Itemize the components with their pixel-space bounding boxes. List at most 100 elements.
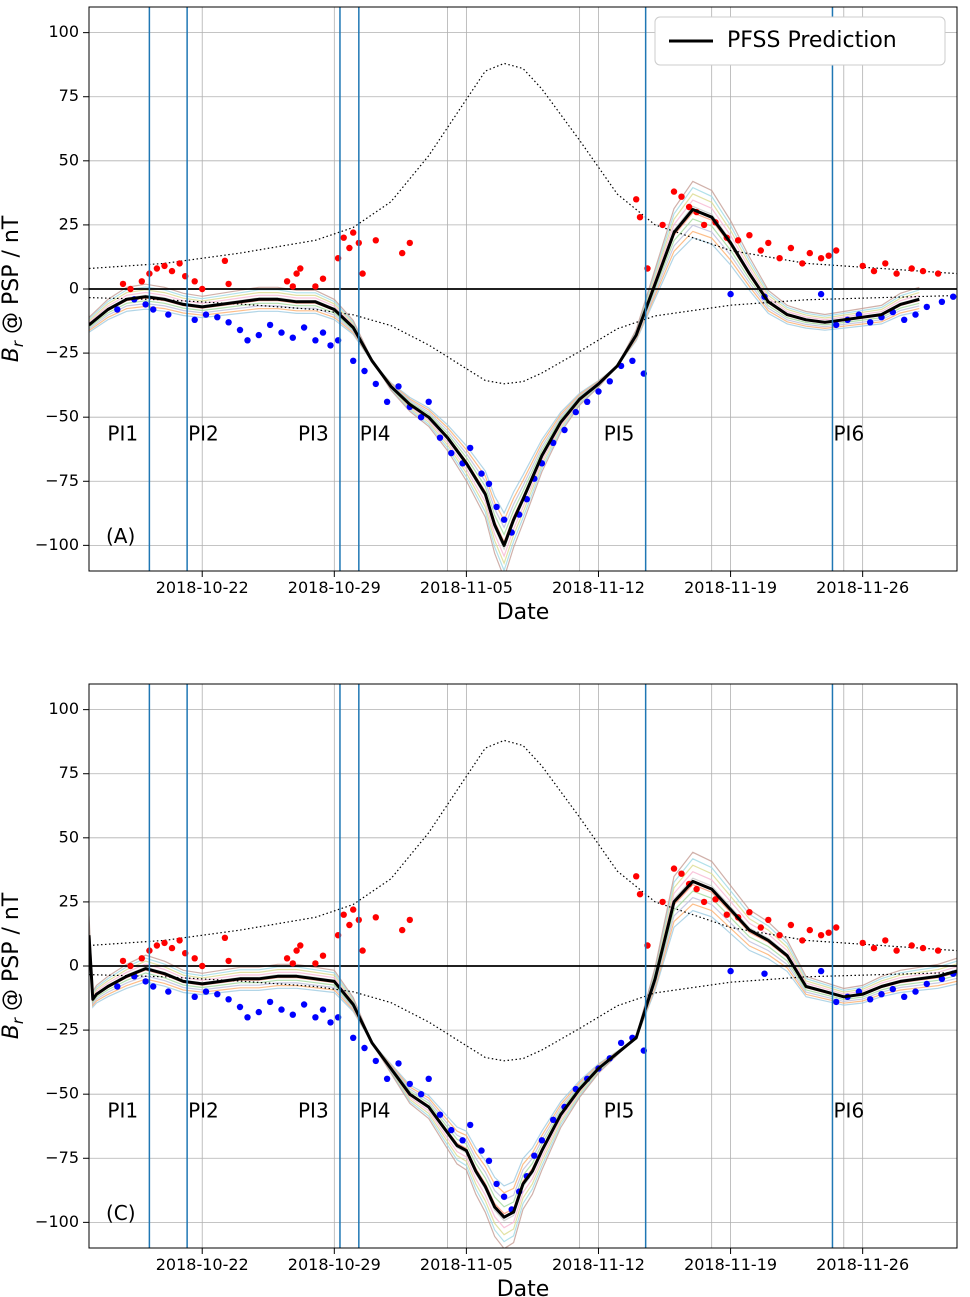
positive-polarity-point [153, 942, 161, 949]
negative-polarity-point [214, 991, 221, 998]
y-label-main: B [0, 1024, 24, 1039]
positive-polarity-point [700, 898, 708, 906]
negative-polarity-point [266, 998, 274, 1006]
negative-polarity-point [312, 337, 319, 344]
ensemble-curve [89, 858, 957, 1243]
positive-polarity-point [293, 947, 300, 954]
positive-polarity-point [340, 911, 347, 918]
positive-polarity-point [633, 196, 640, 203]
x-tick-label: 2018-10-22 [156, 578, 249, 597]
negative-polarity-point [467, 1121, 474, 1129]
y-label-main: B [0, 347, 24, 362]
pi-label: PI4 [360, 1099, 391, 1123]
panel-a: PI1 PI2 PI3 PI4 PI5 PI6 (A) 2018-10-22 2018-10-2… [0, 6, 958, 625]
positive-polarity-point [757, 247, 764, 254]
positive-polarity-point [859, 262, 866, 270]
x-tick-label: 2018-10-22 [156, 1255, 249, 1274]
positive-polarity-point [633, 873, 640, 880]
negative-polarity-point [417, 1091, 425, 1098]
negative-polarity-point [912, 311, 919, 318]
negative-polarity-point [561, 426, 568, 434]
positive-polarity-point [406, 239, 413, 247]
negative-polarity-point [867, 319, 874, 326]
ensemble-curve [89, 180, 920, 571]
y-tick-label: 50 [59, 827, 79, 846]
positive-polarity-point [283, 278, 291, 285]
positive-polarity-point [833, 247, 840, 254]
x-tick-label: 2018-11-19 [684, 578, 777, 597]
positive-polarity-point [127, 285, 134, 293]
positive-polarity-point [919, 944, 927, 952]
positive-polarity-point [319, 952, 327, 959]
positive-polarity-point [636, 891, 644, 898]
positive-polarity-point [765, 239, 772, 247]
positive-polarity-point [765, 916, 772, 924]
negative-polarity-point [350, 1034, 357, 1042]
y-tick-label: 50 [59, 150, 79, 169]
y-tick-label: 100 [48, 699, 79, 718]
negative-polarity-point [833, 998, 840, 1006]
data-points [114, 865, 957, 1213]
pi-label: PI2 [188, 422, 219, 446]
legend: PFSS Prediction [654, 16, 946, 66]
positive-polarity-point [153, 265, 161, 272]
positive-polarity-point [406, 916, 413, 924]
y-tick-label: −25 [45, 343, 79, 362]
y-tick-label: 75 [59, 763, 79, 782]
negative-polarity-point [485, 1157, 493, 1165]
negative-polarity-point [436, 434, 444, 441]
positive-polarity-point [670, 865, 678, 872]
negative-polarity-point [214, 314, 221, 321]
positive-polarity-point [161, 939, 168, 947]
positive-polarity-point [670, 188, 678, 195]
positive-polarity-point [799, 260, 806, 267]
negative-polarity-point [114, 983, 121, 990]
positive-polarity-point [312, 283, 319, 290]
ensemble-curve [89, 230, 920, 522]
x-tick-label: 2018-11-12 [552, 1255, 645, 1274]
positive-polarity-point [312, 960, 319, 967]
ensemble-curve [89, 851, 957, 1248]
negative-polarity-point [493, 503, 500, 511]
negative-polarity-point [584, 398, 591, 405]
negative-polarity-point [448, 449, 455, 457]
y-tick-label: −25 [45, 1020, 79, 1039]
x-tick-label: 2018-11-26 [816, 578, 909, 597]
panel-label: (C) [106, 1201, 136, 1225]
positive-polarity-point [191, 278, 198, 285]
positive-polarity-point [289, 283, 296, 290]
panel-c: PI1 PI2 PI3 PI4 PI5 PI6 (C) 2018-10-22 2018-10-2… [0, 683, 958, 1297]
y-tick-label: −50 [45, 407, 79, 426]
negative-polarity-point [595, 388, 602, 395]
y-tick-label: 25 [59, 214, 79, 233]
negative-polarity-point [406, 1080, 413, 1088]
ensemble-curve [89, 870, 957, 1229]
x-tick-label: 2018-11-26 [816, 1255, 909, 1274]
pi-label: PI1 [107, 422, 138, 446]
positive-polarity-point [297, 942, 304, 949]
negative-polarity-point [191, 316, 198, 323]
x-tick-label: 2018-10-29 [288, 578, 381, 597]
positive-polarity-point [127, 962, 134, 970]
positive-polarity-point [787, 921, 795, 929]
x-tick-label: 2018-11-05 [420, 1255, 513, 1274]
ensemble-curve [89, 224, 920, 529]
negative-polarity-point [500, 1193, 508, 1200]
negative-polarity-point [300, 324, 308, 331]
y-tick-label: −75 [45, 471, 79, 490]
negative-polarity-point [266, 321, 274, 329]
x-tick-label: 2018-11-12 [552, 578, 645, 597]
positive-polarity-point [693, 885, 700, 893]
negative-polarity-point [727, 290, 734, 298]
positive-polarity-point [833, 924, 840, 931]
negative-polarity-point [165, 311, 172, 318]
positive-polarity-point [191, 955, 198, 962]
positive-polarity-point [636, 214, 644, 221]
positive-polarity-point [399, 249, 406, 257]
y-axis-label: Br @ PSP / nT [0, 215, 27, 362]
positive-polarity-point [776, 932, 783, 939]
negative-polarity-point [350, 357, 357, 364]
pi-label: PI6 [834, 1099, 865, 1123]
plot-area [89, 7, 957, 571]
